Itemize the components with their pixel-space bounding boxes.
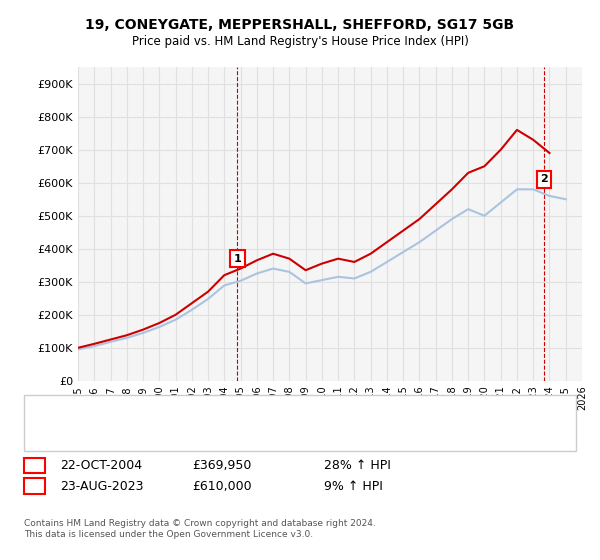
Text: 1: 1 [30,459,38,472]
Text: 22-OCT-2004: 22-OCT-2004 [60,459,142,472]
Text: HPI: Average price, detached house, Central Bedfordshire: HPI: Average price, detached house, Cent… [78,418,379,428]
Text: Price paid vs. HM Land Registry's House Price Index (HPI): Price paid vs. HM Land Registry's House … [131,35,469,49]
Text: 19, CONEYGATE, MEPPERSHALL, SHEFFORD, SG17 5GB (detached house): 19, CONEYGATE, MEPPERSHALL, SHEFFORD, SG… [78,403,460,413]
Text: 2: 2 [30,479,38,493]
Text: 2: 2 [540,174,548,184]
Text: ——: —— [42,416,59,430]
Text: Contains HM Land Registry data © Crown copyright and database right 2024.
This d: Contains HM Land Registry data © Crown c… [24,520,376,539]
Text: 9% ↑ HPI: 9% ↑ HPI [324,479,383,493]
Text: 23-AUG-2023: 23-AUG-2023 [60,479,143,493]
Text: £610,000: £610,000 [192,479,251,493]
Text: 28% ↑ HPI: 28% ↑ HPI [324,459,391,472]
Text: £369,950: £369,950 [192,459,251,472]
Text: ——: —— [42,401,59,414]
Text: 19, CONEYGATE, MEPPERSHALL, SHEFFORD, SG17 5GB: 19, CONEYGATE, MEPPERSHALL, SHEFFORD, SG… [85,18,515,32]
Text: 1: 1 [233,254,241,264]
